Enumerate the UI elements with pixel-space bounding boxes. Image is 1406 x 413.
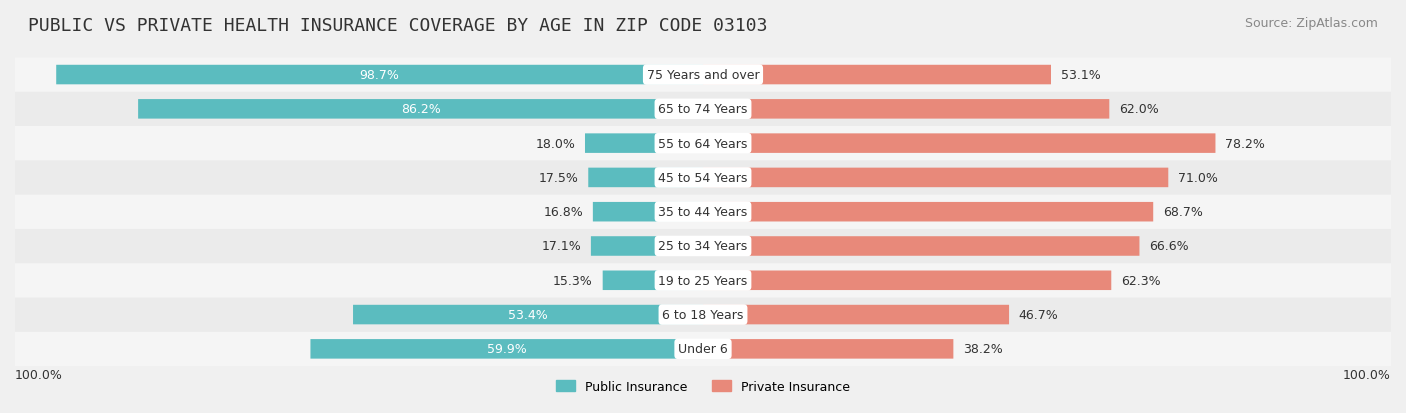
FancyBboxPatch shape <box>703 66 1052 85</box>
Legend: Public Insurance, Private Insurance: Public Insurance, Private Insurance <box>551 375 855 398</box>
Text: 16.8%: 16.8% <box>543 206 583 218</box>
Text: 59.9%: 59.9% <box>486 342 527 356</box>
Text: 66.6%: 66.6% <box>1149 240 1189 253</box>
Text: 62.0%: 62.0% <box>1119 103 1159 116</box>
Text: 53.1%: 53.1% <box>1060 69 1101 82</box>
FancyBboxPatch shape <box>703 339 953 359</box>
Text: Source: ZipAtlas.com: Source: ZipAtlas.com <box>1244 17 1378 29</box>
FancyBboxPatch shape <box>585 134 703 154</box>
Text: 78.2%: 78.2% <box>1225 137 1265 150</box>
FancyBboxPatch shape <box>15 127 1391 161</box>
FancyBboxPatch shape <box>591 237 703 256</box>
Text: 100.0%: 100.0% <box>1343 368 1391 381</box>
Text: 71.0%: 71.0% <box>1178 171 1218 185</box>
Text: 86.2%: 86.2% <box>401 103 440 116</box>
FancyBboxPatch shape <box>15 93 1391 127</box>
FancyBboxPatch shape <box>15 161 1391 195</box>
Text: 53.4%: 53.4% <box>508 309 548 321</box>
Text: 75 Years and over: 75 Years and over <box>647 69 759 82</box>
FancyBboxPatch shape <box>703 202 1153 222</box>
FancyBboxPatch shape <box>15 263 1391 298</box>
FancyBboxPatch shape <box>56 66 703 85</box>
Text: 38.2%: 38.2% <box>963 342 1002 356</box>
FancyBboxPatch shape <box>311 339 703 359</box>
FancyBboxPatch shape <box>703 134 1215 154</box>
FancyBboxPatch shape <box>703 237 1139 256</box>
FancyBboxPatch shape <box>593 202 703 222</box>
Text: 15.3%: 15.3% <box>553 274 593 287</box>
Text: 17.5%: 17.5% <box>538 171 578 185</box>
FancyBboxPatch shape <box>15 229 1391 263</box>
FancyBboxPatch shape <box>15 332 1391 366</box>
Text: 18.0%: 18.0% <box>536 137 575 150</box>
Text: 68.7%: 68.7% <box>1163 206 1204 218</box>
FancyBboxPatch shape <box>15 195 1391 229</box>
Text: 6 to 18 Years: 6 to 18 Years <box>662 309 744 321</box>
Text: 100.0%: 100.0% <box>15 368 63 381</box>
Text: 25 to 34 Years: 25 to 34 Years <box>658 240 748 253</box>
FancyBboxPatch shape <box>353 305 703 325</box>
Text: 19 to 25 Years: 19 to 25 Years <box>658 274 748 287</box>
FancyBboxPatch shape <box>703 271 1111 290</box>
Text: 62.3%: 62.3% <box>1121 274 1161 287</box>
Text: Under 6: Under 6 <box>678 342 728 356</box>
FancyBboxPatch shape <box>15 58 1391 93</box>
Text: 65 to 74 Years: 65 to 74 Years <box>658 103 748 116</box>
Text: 45 to 54 Years: 45 to 54 Years <box>658 171 748 185</box>
Text: 17.1%: 17.1% <box>541 240 581 253</box>
Text: 35 to 44 Years: 35 to 44 Years <box>658 206 748 218</box>
FancyBboxPatch shape <box>15 298 1391 332</box>
Text: 55 to 64 Years: 55 to 64 Years <box>658 137 748 150</box>
Text: 98.7%: 98.7% <box>360 69 399 82</box>
Text: PUBLIC VS PRIVATE HEALTH INSURANCE COVERAGE BY AGE IN ZIP CODE 03103: PUBLIC VS PRIVATE HEALTH INSURANCE COVER… <box>28 17 768 34</box>
FancyBboxPatch shape <box>588 168 703 188</box>
FancyBboxPatch shape <box>703 168 1168 188</box>
FancyBboxPatch shape <box>703 100 1109 119</box>
Text: 46.7%: 46.7% <box>1019 309 1059 321</box>
FancyBboxPatch shape <box>603 271 703 290</box>
FancyBboxPatch shape <box>703 305 1010 325</box>
FancyBboxPatch shape <box>138 100 703 119</box>
